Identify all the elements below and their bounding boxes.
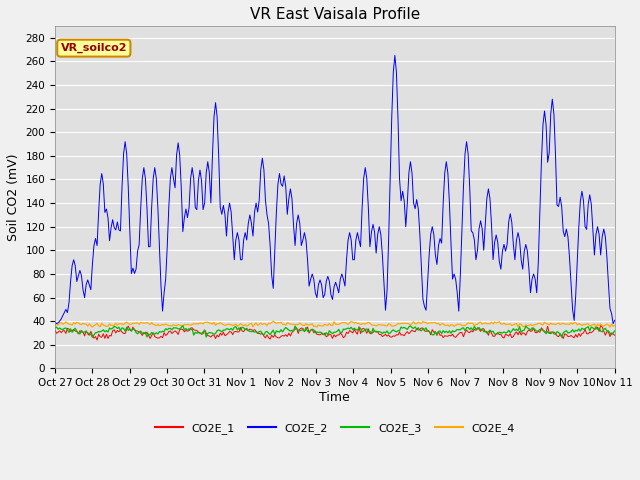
CO2E_4 (611, 323, 618, 328)
Legend: CO2E_1, CO2E_2, CO2E_3, CO2E_4: CO2E_1, CO2E_2, CO2E_3, CO2E_4 (150, 419, 519, 438)
CO2E_3 (299, 327, 307, 333)
CO2E_1 (51, 327, 59, 333)
CO2E_2 (248, 220, 255, 226)
CO2E_4 (581, 322, 589, 328)
CO2E_3 (88, 335, 96, 340)
CO2E_3 (122, 328, 129, 334)
CO2E_2 (238, 257, 246, 263)
Line: CO2E_2: CO2E_2 (55, 55, 614, 324)
CO2E_1 (581, 326, 589, 332)
CO2E_4 (269, 318, 277, 324)
CO2E_2 (51, 319, 59, 325)
CO2E_4 (237, 321, 244, 327)
CO2E_4 (51, 323, 59, 328)
CO2E_3 (240, 325, 248, 331)
CO2E_1 (122, 331, 129, 336)
CO2E_2 (122, 139, 129, 144)
CO2E_3 (611, 328, 618, 334)
CO2E_1 (248, 327, 255, 333)
CO2E_1 (93, 337, 101, 343)
CO2E_1 (597, 323, 605, 328)
CO2E_2 (583, 227, 591, 232)
CO2E_4 (120, 322, 127, 327)
CO2E_1 (611, 333, 618, 338)
X-axis label: Time: Time (319, 391, 350, 404)
CO2E_1 (238, 328, 246, 334)
CO2E_2 (220, 203, 227, 208)
Line: CO2E_1: CO2E_1 (55, 325, 614, 340)
CO2E_4 (218, 321, 226, 326)
Title: VR East Vaisala Profile: VR East Vaisala Profile (250, 7, 420, 22)
CO2E_3 (249, 329, 257, 335)
CO2E_3 (221, 327, 228, 333)
Line: CO2E_3: CO2E_3 (55, 325, 614, 337)
Line: CO2E_4: CO2E_4 (55, 321, 614, 328)
CO2E_1 (220, 329, 227, 335)
CO2E_3 (51, 325, 59, 331)
CO2E_3 (583, 325, 591, 331)
CO2E_2 (391, 52, 399, 58)
CO2E_2 (298, 242, 305, 248)
CO2E_4 (246, 321, 253, 327)
Text: VR_soilco2: VR_soilco2 (61, 43, 127, 53)
CO2E_4 (592, 325, 600, 331)
CO2E_4 (298, 321, 305, 327)
CO2E_2 (611, 317, 618, 323)
CO2E_1 (298, 325, 305, 331)
Y-axis label: Soil CO2 (mV): Soil CO2 (mV) (7, 154, 20, 241)
CO2E_3 (179, 323, 187, 328)
CO2E_2 (52, 321, 60, 326)
